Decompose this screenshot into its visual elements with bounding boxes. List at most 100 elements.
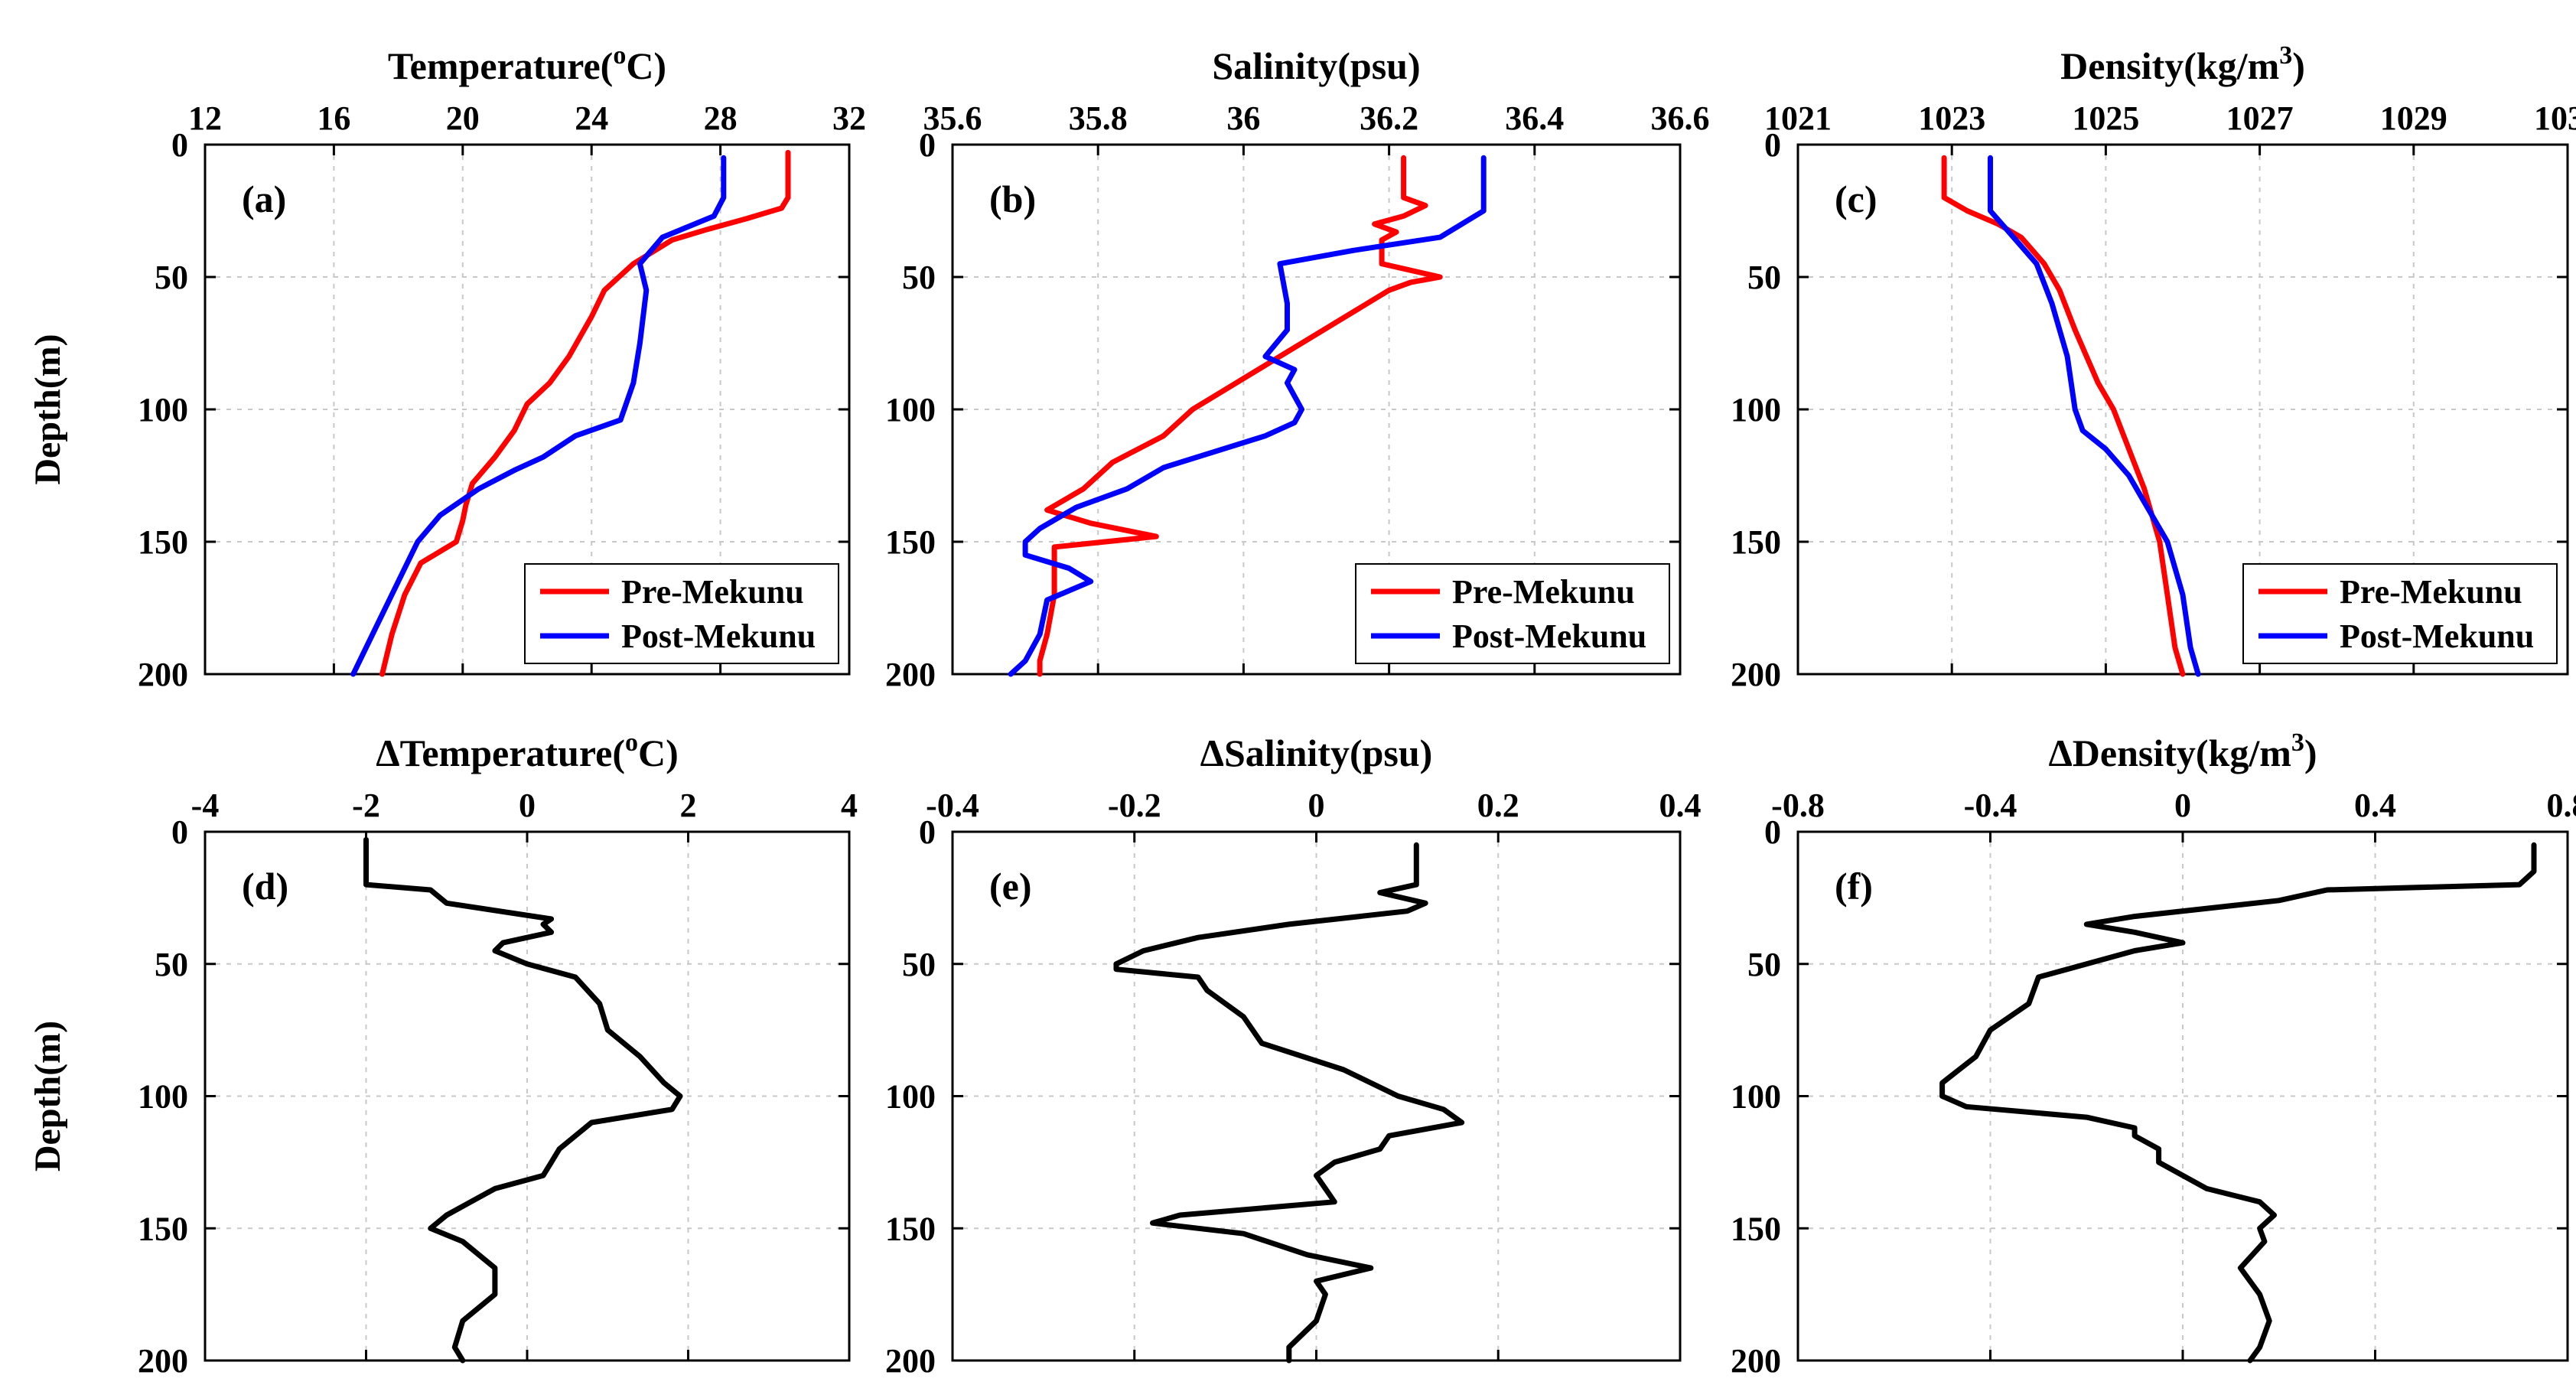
y-tick-label: 0 bbox=[919, 126, 936, 164]
x-axis-title-text: ΔSalinity(psu) bbox=[1200, 732, 1433, 774]
y-tick-label: 150 bbox=[1731, 523, 1781, 561]
x-tick-label: 36.2 bbox=[1360, 99, 1418, 137]
x-tick-label: -0.2 bbox=[1108, 787, 1161, 824]
panel-c: 1021 1023 1025 1027 1029 1031 0 50 100 150 200 Dens… bbox=[1731, 41, 2576, 693]
series-line-post-mekunu bbox=[1008, 155, 1487, 677]
panel-label: (b) bbox=[989, 178, 1036, 220]
x-axis-title-tail: ) bbox=[2292, 44, 2305, 87]
x-tick-label: 0.8 bbox=[2547, 787, 2576, 824]
y-tick-label: 50 bbox=[1747, 259, 1781, 296]
y-tick-label: 0 bbox=[1764, 813, 1781, 851]
y-tick-label: 50 bbox=[902, 946, 936, 983]
legend-label: Pre-Mekunu bbox=[1452, 573, 1635, 611]
x-tick-label: 36.4 bbox=[1505, 99, 1564, 137]
y-tick-label: 150 bbox=[138, 1210, 188, 1247]
x-axis-title-text: Salinity(psu) bbox=[1212, 44, 1420, 87]
series-line-post-mekunu bbox=[350, 155, 727, 677]
x-tick-label: 35.6 bbox=[923, 99, 982, 137]
panel-label: (e) bbox=[989, 865, 1032, 908]
x-tick-label: 1027 bbox=[2226, 99, 2294, 137]
x-axis-title-superscript: o bbox=[613, 41, 626, 70]
x-axis-title-text: Density(kg/m bbox=[2060, 44, 2279, 87]
x-tick-label: 1029 bbox=[2380, 99, 2447, 137]
x-tick-label: 2 bbox=[680, 787, 697, 824]
y-tick-label: 100 bbox=[1731, 391, 1781, 429]
x-tick-label: 16 bbox=[317, 99, 350, 137]
y-axis-title: Depth(m) bbox=[28, 334, 68, 484]
x-tick-label: -0.4 bbox=[1964, 787, 2017, 824]
x-tick-label: 0 bbox=[2174, 787, 2191, 824]
legend-label: Post-Mekunu bbox=[2340, 618, 2534, 655]
x-axis-title-superscript: 3 bbox=[2279, 41, 2292, 70]
y-tick-label: 200 bbox=[1731, 656, 1781, 693]
series-line-pre-mekunu bbox=[1941, 155, 2186, 677]
legend-box bbox=[524, 563, 839, 664]
y-tick-label: 100 bbox=[885, 1078, 936, 1116]
x-tick-label: 35.8 bbox=[1069, 99, 1128, 137]
y-tick-label: 50 bbox=[902, 259, 936, 296]
x-axis-title-superscript: 3 bbox=[2291, 728, 2304, 757]
x-axis-title-text: ΔTemperature( bbox=[376, 732, 625, 774]
x-tick-label: -2 bbox=[352, 787, 380, 824]
x-axis-title: Salinity(psu) bbox=[1212, 44, 1420, 87]
panel-label: (c) bbox=[1835, 178, 1877, 220]
y-tick-label: 150 bbox=[1731, 1210, 1781, 1247]
series-line-pre-mekunu bbox=[379, 149, 791, 677]
x-axis-title: Temperature(oC) bbox=[388, 41, 666, 87]
legend-label: Pre-Mekunu bbox=[2340, 573, 2522, 611]
x-axis-title-tail: C) bbox=[626, 44, 666, 87]
y-tick-label: 200 bbox=[138, 656, 188, 693]
x-tick-label: 4 bbox=[841, 787, 858, 824]
y-tick-label: 150 bbox=[885, 523, 936, 561]
legend: Pre-Mekunu Post-Mekunu bbox=[2242, 563, 2558, 664]
x-axis-title-text: Temperature( bbox=[388, 44, 613, 87]
x-tick-label: 24 bbox=[575, 99, 608, 137]
x-tick-label: 36 bbox=[1226, 99, 1260, 137]
x-axis-title: Density(kg/m3) bbox=[2060, 41, 2305, 87]
x-tick-label: 0.4 bbox=[1659, 787, 1702, 824]
x-tick-label: 1025 bbox=[2072, 99, 2139, 137]
y-tick-label: 150 bbox=[138, 523, 188, 561]
y-tick-label: 200 bbox=[885, 1342, 936, 1380]
x-axis-title-superscript: o bbox=[625, 728, 638, 757]
x-tick-label: 1021 bbox=[1764, 99, 1832, 137]
x-tick-label: 0 bbox=[1308, 787, 1325, 824]
series-line-difference bbox=[1939, 842, 2537, 1364]
x-tick-label: 20 bbox=[446, 99, 480, 137]
series-line-difference bbox=[363, 836, 683, 1364]
y-tick-label: 0 bbox=[171, 126, 188, 164]
x-tick-label: 1023 bbox=[1918, 99, 1985, 137]
y-tick-label: 150 bbox=[885, 1210, 936, 1247]
y-tick-label: 0 bbox=[1764, 126, 1781, 164]
panel-label: (a) bbox=[242, 178, 286, 220]
series-line-difference bbox=[1113, 842, 1465, 1364]
y-tick-label: 100 bbox=[1731, 1078, 1781, 1116]
x-axis-title: ΔDensity(kg/m3) bbox=[2048, 728, 2317, 774]
legend: Pre-Mekunu Post-Mekunu bbox=[524, 563, 839, 664]
x-tick-label: 0 bbox=[519, 787, 536, 824]
panel-e: -0.4 -0.2 0 0.2 0.4 0 50 100 150 200 ΔSalinity(psu… bbox=[885, 732, 1702, 1380]
y-tick-label: 100 bbox=[138, 391, 188, 429]
panel-f: -0.8 -0.4 0 0.4 0.8 0 50 100 150 200 ΔDensity(kg/m… bbox=[1731, 728, 2576, 1380]
y-tick-label: 0 bbox=[919, 813, 936, 851]
x-axis-title: ΔTemperature(oC) bbox=[376, 728, 679, 774]
y-tick-label: 100 bbox=[138, 1078, 188, 1116]
panel-a: 12 16 20 24 28 32 0 50 100 150 200 Temperature(oC) D… bbox=[28, 41, 866, 693]
x-tick-label: -4 bbox=[191, 787, 220, 824]
x-tick-label: 0.2 bbox=[1477, 787, 1519, 824]
panel-d: -4 -2 0 2 4 0 50 100 150 200 ΔTemperature(oC) Depth… bbox=[28, 728, 858, 1380]
y-tick-label: 200 bbox=[138, 1342, 188, 1380]
x-axis-title-text: ΔDensity(kg/m bbox=[2048, 732, 2291, 774]
y-axis-title: Depth(m) bbox=[28, 1021, 68, 1172]
legend: Pre-Mekunu Post-Mekunu bbox=[1355, 563, 1670, 664]
panel-label: (f) bbox=[1835, 865, 1873, 908]
y-tick-label: 200 bbox=[885, 656, 936, 693]
legend-box bbox=[1355, 563, 1670, 664]
y-tick-label: 50 bbox=[155, 259, 188, 296]
x-tick-label: 28 bbox=[704, 99, 738, 137]
x-tick-label: -0.8 bbox=[1771, 787, 1825, 824]
x-tick-label: 32 bbox=[832, 99, 866, 137]
x-axis-title-tail: C) bbox=[638, 732, 679, 774]
